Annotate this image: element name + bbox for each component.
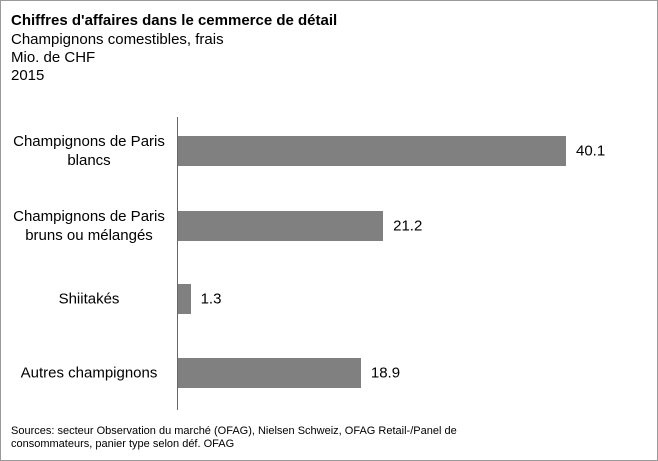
subtitle: Champignons comestibles, frais — [11, 31, 224, 48]
data-label: 18.9 — [370, 364, 401, 382]
source: Sources: secteur Observation du marché (… — [11, 425, 457, 437]
axis-line — [177, 117, 178, 410]
subtitle: 2015 — [11, 67, 45, 84]
data-label: 21.2 — [393, 217, 423, 235]
category-label: Shiitakés — [58, 290, 120, 308]
category-label: Champignons de Paris blancs — [13, 133, 165, 169]
data-label: 1.3 — [200, 290, 222, 308]
bar — [178, 284, 191, 314]
subtitle: Mio. de CHF — [11, 49, 96, 66]
category-label: Autres champignons — [20, 364, 158, 382]
bar — [178, 358, 361, 388]
bar — [178, 211, 384, 241]
bar — [178, 136, 566, 166]
category-label: Champignons de Paris bruns ou mélangés — [13, 208, 165, 244]
source: consommateurs, panier type selon déf. OF… — [11, 438, 235, 450]
chart-title: Chiffres d'affaires dans le cemmerce de … — [11, 12, 338, 29]
data-label: 40.1 — [576, 142, 606, 160]
